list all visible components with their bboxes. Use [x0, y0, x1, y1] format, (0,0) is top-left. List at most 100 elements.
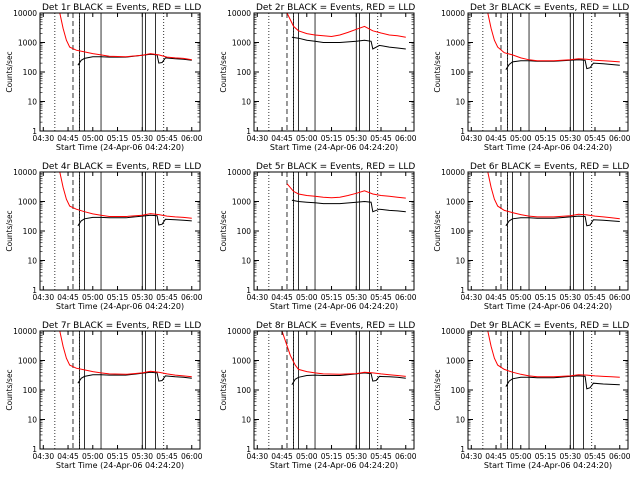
y-tick-label: 10: [27, 257, 37, 266]
series-line-events: [77, 214, 192, 227]
x-tick-label: 06:00: [181, 293, 203, 302]
x-tick-label: 06:00: [181, 134, 203, 143]
y-axis-label: Counts/sec: [5, 369, 14, 410]
y-tick-label: 100: [23, 386, 38, 395]
x-tick-label: 05:45: [370, 134, 392, 143]
y-tick-label: 100: [237, 227, 252, 236]
y-tick-label: 1: [246, 127, 251, 136]
x-tick-label: 05:15: [321, 134, 343, 143]
x-axis-label: Start Time (24-Apr-06 04:24:20): [56, 461, 184, 470]
y-tick-label: 1000: [18, 198, 37, 207]
x-tick-label: 05:15: [107, 134, 129, 143]
y-tick-label: 100: [23, 68, 38, 77]
y-tick-label: 1: [460, 127, 465, 136]
panel-title: Det 7r BLACK = Events, RED = LLD: [42, 321, 201, 331]
y-tick-label: 1000: [446, 357, 465, 366]
x-axis-label: Start Time (24-Apr-06 04:24:20): [56, 143, 184, 152]
detector-panel: Det 6r BLACK = Events, RED = LLD 1 10 100 10…: [433, 162, 631, 311]
x-tick-label: 04:45: [485, 452, 507, 461]
series-line-events: [291, 36, 406, 50]
detector-panel: Det 9r BLACK = Events, RED = LLD 1 10 100 10…: [433, 321, 631, 470]
y-tick-label: 1: [246, 286, 251, 295]
y-tick-label: 10: [241, 257, 251, 266]
x-tick-label: 05:30: [345, 452, 367, 461]
series-line-lld: [468, 171, 620, 220]
y-tick-label: 100: [451, 227, 466, 236]
x-tick-label: 05:00: [510, 452, 532, 461]
x-tick-label: 04:45: [57, 293, 79, 302]
y-tick-label: 100: [451, 386, 466, 395]
plot-frame: [253, 12, 415, 132]
y-tick-label: 10000: [441, 327, 465, 336]
x-tick-label: 05:30: [559, 134, 581, 143]
detector-panel: Det 7r BLACK = Events, RED = LLD 1 10 100 10…: [5, 321, 203, 470]
y-tick-label: 10: [27, 416, 37, 425]
y-axis-label: Counts/sec: [433, 210, 442, 251]
x-tick-label: 04:45: [57, 452, 79, 461]
y-tick-label: 100: [237, 386, 252, 395]
y-tick-label: 1: [460, 445, 465, 454]
x-tick-label: 06:00: [609, 452, 631, 461]
y-tick-label: 1000: [232, 198, 251, 207]
x-tick-label: 04:45: [485, 293, 507, 302]
x-tick-label: 05:45: [584, 293, 606, 302]
y-tick-label: 1: [32, 286, 37, 295]
x-tick-label: 05:00: [296, 134, 318, 143]
x-tick-label: 05:30: [559, 452, 581, 461]
x-tick-label: 05:45: [584, 452, 606, 461]
x-tick-label: 04:45: [57, 134, 79, 143]
x-axis-label: Start Time (24-Apr-06 04:24:20): [484, 461, 612, 470]
y-axis-label: Counts/sec: [433, 51, 442, 92]
x-axis-label: Start Time (24-Apr-06 04:24:20): [270, 302, 398, 311]
x-tick-label: 05:15: [535, 452, 557, 461]
series-line-events: [505, 375, 620, 390]
y-tick-label: 1000: [232, 357, 251, 366]
x-axis-label: Start Time (24-Apr-06 04:24:20): [270, 461, 398, 470]
series-line-lld: [40, 330, 192, 378]
y-axis-label: Counts/sec: [219, 210, 228, 251]
x-tick-label: 04:30: [460, 293, 482, 302]
plot-frame: [253, 330, 415, 450]
x-axis-label: Start Time (24-Apr-06 04:24:20): [56, 302, 184, 311]
x-tick-label: 05:30: [345, 134, 367, 143]
panel-title: Det 8r BLACK = Events, RED = LLD: [256, 321, 415, 331]
x-tick-label: 04:30: [32, 452, 54, 461]
x-tick-label: 05:30: [345, 293, 367, 302]
x-tick-label: 05:45: [156, 134, 178, 143]
y-tick-label: 1: [32, 127, 37, 136]
y-tick-label: 10000: [227, 327, 251, 336]
y-axis-label: Counts/sec: [5, 51, 14, 92]
panel-title: Det 4r BLACK = Events, RED = LLD: [42, 162, 201, 172]
y-tick-label: 1000: [18, 357, 37, 366]
y-tick-label: 10: [455, 98, 465, 107]
panel-title: Det 5r BLACK = Events, RED = LLD: [256, 162, 415, 172]
x-tick-label: 05:15: [535, 134, 557, 143]
x-tick-label: 04:30: [32, 293, 54, 302]
detector-panel: Det 1r BLACK = Events, RED = LLD 1 10 100 10…: [5, 3, 203, 152]
y-tick-label: 1000: [446, 39, 465, 48]
x-tick-label: 04:30: [460, 452, 482, 461]
y-tick-label: 1: [460, 286, 465, 295]
x-tick-label: 05:30: [131, 452, 153, 461]
panel-title: Det 1r BLACK = Events, RED = LLD: [42, 3, 201, 13]
y-tick-label: 1000: [446, 198, 465, 207]
y-tick-label: 100: [451, 68, 466, 77]
x-tick-label: 04:45: [271, 293, 293, 302]
y-tick-label: 10: [27, 98, 37, 107]
y-tick-label: 10000: [227, 168, 251, 177]
series-line-lld: [468, 12, 620, 63]
y-axis-label: Counts/sec: [219, 51, 228, 92]
x-tick-label: 05:30: [559, 293, 581, 302]
y-tick-label: 10: [455, 257, 465, 266]
series-line-events: [505, 59, 620, 70]
panel-title: Det 9r BLACK = Events, RED = LLD: [470, 321, 629, 331]
plot-frame: [253, 171, 415, 291]
x-tick-label: 05:00: [82, 452, 104, 461]
y-tick-label: 10000: [13, 327, 37, 336]
x-tick-label: 04:30: [246, 452, 268, 461]
x-tick-label: 04:30: [246, 134, 268, 143]
series-line-lld: [286, 12, 406, 38]
x-tick-label: 05:15: [321, 293, 343, 302]
x-tick-label: 05:30: [131, 293, 153, 302]
